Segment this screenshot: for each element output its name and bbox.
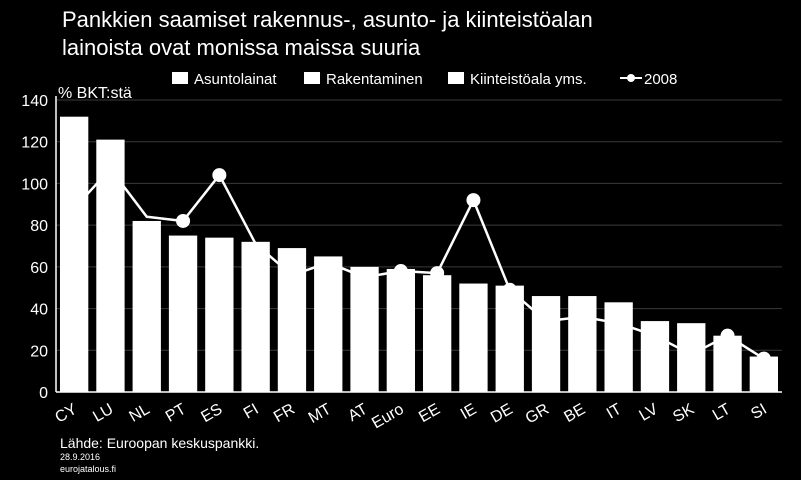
x-tick-label: IE [458, 401, 480, 423]
line-2008-point [212, 168, 227, 183]
bar [713, 335, 742, 392]
bar [422, 275, 452, 392]
source-note: Lähde: Euroopan keskuspankki. [60, 435, 260, 451]
bar [59, 116, 89, 392]
bar [205, 237, 234, 392]
line-2008-point [720, 328, 735, 343]
legend-label: 2008 [644, 71, 677, 88]
bar-layer [59, 116, 779, 392]
chart-title: Pankkien saamiset rakennus-, asunto- ja … [62, 6, 792, 62]
x-tick-label: EE [416, 401, 443, 426]
bar [168, 235, 198, 392]
line-2008-point [466, 193, 481, 208]
line-2008-point [176, 213, 191, 228]
legend-swatch [172, 72, 188, 84]
x-tick-label: Euro [369, 401, 407, 433]
line-layer [73, 167, 771, 366]
y-tick-label: 100 [21, 176, 48, 193]
y-tick-label: 40 [30, 302, 48, 319]
x-tick-label: BE [561, 401, 588, 426]
date-note: 28.9.2016 [60, 452, 101, 462]
x-tick-label: NL [127, 401, 153, 426]
bar [531, 296, 561, 392]
legend-marker [627, 74, 635, 82]
bar [96, 139, 125, 392]
grid-layer [56, 99, 782, 351]
y-tick-label: 0 [39, 385, 48, 402]
chart-title-line-2: lainoista ovat monissa maissa suuria [62, 35, 421, 60]
x-tick-label: LU [90, 401, 116, 426]
bar [277, 248, 307, 392]
bar [495, 285, 524, 392]
legend-label: Rakentaminen [326, 71, 423, 88]
y-axis-label: % BKT:stä [58, 85, 132, 102]
y-tick-label: 60 [30, 260, 48, 277]
site-note: eurojatalous.fi [60, 464, 117, 474]
bar [241, 241, 270, 392]
bar [459, 283, 488, 392]
x-tick-label: SI [748, 401, 770, 423]
line-2008 [73, 167, 765, 360]
x-tick-label: PT [163, 401, 189, 426]
x-tick-label: LV [637, 401, 662, 425]
bar [350, 266, 379, 392]
legend: Asuntolainat Rakentaminen Kiinteistöala ym… [172, 71, 677, 88]
y-tick-label: 120 [21, 135, 48, 152]
bar [604, 302, 633, 392]
x-tick-label: AT [345, 401, 370, 425]
legend-swatch [304, 72, 320, 84]
line-2008-point [756, 351, 771, 366]
line-2008-point [430, 266, 445, 281]
chart-title-line-1: Pankkien saamiset rakennus-, asunto- ja … [62, 7, 593, 32]
bar [677, 323, 706, 392]
legend-label: Asuntolainat [194, 71, 277, 88]
line-2008-point [393, 264, 408, 279]
bar [568, 296, 597, 392]
x-tick-label: IT [604, 401, 625, 423]
x-tick-label: SK [670, 401, 697, 427]
bar [314, 256, 343, 392]
line-2008-point [502, 282, 517, 297]
x-tick-label: CY [52, 401, 80, 427]
legend-swatch [448, 72, 464, 84]
x-tick-label: MT [306, 401, 335, 427]
x-tick-label: FI [241, 401, 262, 423]
y-tick-label: 20 [30, 343, 48, 360]
x-tick-label: LT [710, 401, 734, 425]
bar [386, 268, 416, 392]
x-tick-label: ES [198, 401, 225, 426]
x-tick-label: DE [488, 401, 516, 427]
x-tick-label: FR [271, 401, 298, 426]
x-tick-label: GR [523, 401, 552, 428]
y-tick-label: 140 [21, 93, 48, 110]
legend-label: Kiinteistöala yms. [470, 71, 587, 88]
bar [132, 220, 161, 392]
y-tick-label: 80 [30, 218, 48, 235]
